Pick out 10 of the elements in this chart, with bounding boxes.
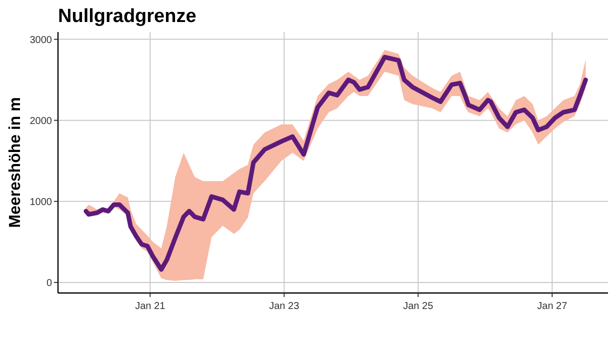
y-tick-label: 2000 <box>30 116 52 127</box>
x-tick-label: Jan 23 <box>269 301 300 312</box>
x-tick-label: Jan 25 <box>403 301 434 312</box>
chart-title: Nullgradgrenze <box>58 6 196 27</box>
y-tick-label: 0 <box>46 278 52 289</box>
x-tick-label: Jan 27 <box>537 301 568 312</box>
y-tick-label: 1000 <box>30 196 52 208</box>
y-axis-title: Meereshöhe in m <box>7 97 24 228</box>
x-tick-label: Jan 21 <box>135 301 166 312</box>
y-tick-label: 3000 <box>30 34 52 46</box>
